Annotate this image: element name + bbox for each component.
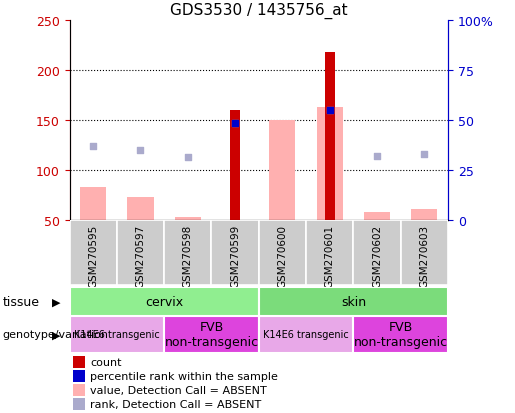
- Bar: [70, 287, 259, 316]
- Bar: [73, 398, 84, 410]
- Text: FVB
non-transgenic: FVB non-transgenic: [164, 320, 259, 349]
- Point: [89, 144, 97, 150]
- Bar: [164, 221, 212, 285]
- Bar: [212, 221, 259, 285]
- Text: genotype/variation: genotype/variation: [3, 330, 109, 339]
- Bar: [80, 188, 106, 221]
- Bar: [230, 111, 241, 221]
- Bar: [259, 221, 306, 285]
- Bar: [70, 316, 164, 353]
- Point: [231, 121, 239, 127]
- Text: tissue: tissue: [3, 295, 40, 308]
- Bar: [259, 316, 353, 353]
- Bar: [73, 356, 84, 368]
- Bar: [73, 384, 84, 396]
- Point: [231, 121, 239, 127]
- Bar: [73, 370, 84, 382]
- Title: GDS3530 / 1435756_at: GDS3530 / 1435756_at: [170, 3, 348, 19]
- Text: K14E6 transgenic: K14E6 transgenic: [74, 330, 160, 339]
- Bar: [317, 108, 343, 221]
- Bar: [411, 210, 437, 221]
- Bar: [164, 316, 259, 353]
- Point: [325, 107, 334, 114]
- Text: GSM270600: GSM270600: [278, 224, 287, 287]
- Bar: [117, 221, 164, 285]
- Point: [325, 107, 334, 114]
- Text: GSM270595: GSM270595: [88, 224, 98, 287]
- Bar: [353, 316, 448, 353]
- Text: count: count: [90, 357, 122, 367]
- Point: [136, 147, 145, 154]
- Point: [184, 154, 192, 161]
- Bar: [324, 53, 335, 221]
- Bar: [259, 287, 448, 316]
- Text: GSM270598: GSM270598: [183, 224, 193, 287]
- Text: GSM270601: GSM270601: [325, 224, 335, 287]
- Bar: [175, 218, 201, 221]
- Text: value, Detection Call = ABSENT: value, Detection Call = ABSENT: [90, 385, 267, 395]
- Text: skin: skin: [341, 295, 366, 308]
- Bar: [353, 221, 401, 285]
- Text: ▶: ▶: [53, 330, 61, 339]
- Text: GSM270602: GSM270602: [372, 224, 382, 287]
- Text: GSM270597: GSM270597: [135, 224, 146, 287]
- Point: [373, 154, 381, 160]
- Bar: [269, 121, 296, 221]
- Bar: [401, 221, 448, 285]
- Text: GSM270603: GSM270603: [419, 224, 430, 287]
- Bar: [306, 221, 353, 285]
- Bar: [128, 198, 153, 221]
- Text: ▶: ▶: [53, 297, 61, 306]
- Text: rank, Detection Call = ABSENT: rank, Detection Call = ABSENT: [90, 399, 262, 409]
- Bar: [70, 221, 117, 285]
- Bar: [364, 213, 390, 221]
- Text: GSM270599: GSM270599: [230, 224, 240, 287]
- Text: FVB
non-transgenic: FVB non-transgenic: [354, 320, 448, 349]
- Text: K14E6 transgenic: K14E6 transgenic: [263, 330, 349, 339]
- Text: cervix: cervix: [145, 295, 183, 308]
- Text: percentile rank within the sample: percentile rank within the sample: [90, 371, 278, 381]
- Point: [420, 152, 428, 158]
